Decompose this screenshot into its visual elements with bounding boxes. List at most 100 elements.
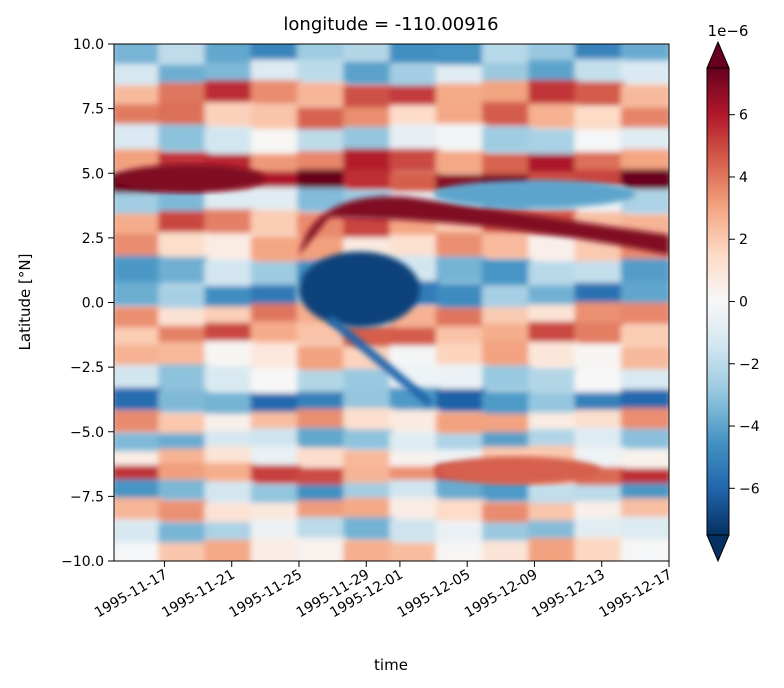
heatmap-band-segment [158, 433, 209, 454]
heatmap-band-segment [250, 428, 301, 449]
plot-area [113, 43, 670, 562]
heatmap-band-segment [343, 482, 394, 503]
heatmap-band-segment [204, 286, 255, 311]
heatmap-band-segment [620, 149, 669, 172]
heatmap-band-segment [528, 235, 579, 261]
heatmap-band-segment [204, 44, 255, 67]
heatmap-band-segment [158, 232, 209, 258]
heatmap-band-segment [574, 370, 625, 396]
heatmap-band-segment [482, 522, 533, 546]
heatmap-band-segment [435, 283, 486, 308]
heatmap-band-segment [297, 370, 348, 396]
heatmap-band-segment [435, 123, 486, 151]
heatmap-band-segment [250, 59, 301, 83]
heatmap-band-segment [435, 83, 486, 108]
y-tick-label: 5.0 [82, 166, 104, 182]
heatmap-band-segment [204, 392, 255, 416]
heatmap-band-segment [297, 517, 348, 540]
heatmap-band-segment [204, 322, 255, 345]
heatmap-band-segment [114, 149, 163, 172]
heatmap-band-segment [158, 101, 209, 126]
heatmap-band-segment [528, 304, 579, 326]
heatmap-band-segment [114, 44, 163, 65]
heatmap-band-segment [343, 408, 394, 430]
heatmap-band-segment [343, 107, 394, 132]
heatmap-band-segment [114, 410, 163, 433]
heatmap-band-segment [620, 539, 669, 561]
heatmap-band-segment [574, 282, 625, 307]
heatmap-band-segment [435, 388, 486, 412]
heatmap-band-segment [250, 321, 301, 343]
heatmap-band-segment [528, 44, 579, 66]
feature-warm-band [114, 164, 266, 193]
heatmap-band-segment [482, 232, 533, 259]
heatmap-band-segment [620, 408, 669, 430]
heatmap-band-segment [620, 280, 669, 305]
x-tick-label: 1995-11-21 [159, 567, 237, 622]
heatmap-band-segment [389, 432, 440, 453]
heatmap-band-segment [574, 409, 625, 432]
heatmap-band-segment [204, 233, 255, 259]
heatmap-band-segment [343, 214, 394, 241]
heatmap-band-segment [389, 327, 440, 349]
y-tick-label: −2.5 [70, 360, 104, 376]
heatmap-band-segment [250, 393, 301, 417]
heatmap-band-segment [158, 256, 209, 284]
heatmap-band-segment [250, 80, 301, 105]
heatmap-band-segment [574, 501, 625, 523]
heatmap-band-segment [297, 427, 348, 448]
heatmap-band-segment [158, 500, 209, 522]
heatmap-band-segment [620, 324, 669, 347]
heatmap-band-segment [528, 503, 579, 525]
heatmap-band-segment [204, 102, 255, 127]
heatmap-band-segment [297, 44, 348, 62]
heatmap-band-segment [114, 479, 163, 500]
heatmap-band-segment [389, 497, 440, 519]
heatmap-band-segment [250, 368, 301, 395]
heatmap-band-segment [297, 82, 348, 107]
heatmap-band-segment [297, 537, 348, 561]
heatmap-band-segment [204, 306, 255, 328]
chart-title: longitude = -110.00916 [283, 14, 498, 35]
heatmap-band-segment [250, 537, 301, 561]
heatmap-band-segment [482, 101, 533, 126]
heatmap-band-segment [528, 484, 579, 505]
heatmap-band-segment [574, 517, 625, 541]
heatmap-band-segment [204, 522, 255, 545]
heatmap-band-segment [158, 210, 209, 237]
heatmap-band-segment [528, 128, 579, 156]
heatmap-band-segment [250, 187, 301, 212]
heatmap-band-segment [389, 409, 440, 432]
heatmap-band-segment [620, 346, 669, 372]
heatmap-band-segment [482, 80, 533, 105]
heatmap-band-segment [250, 236, 301, 262]
y-tick-label: 2.5 [82, 231, 104, 247]
heatmap-band-segment [435, 521, 486, 545]
heatmap-band-segment [158, 325, 209, 348]
heatmap-band-segment [114, 85, 163, 110]
heatmap-band-segment [250, 44, 301, 65]
heatmap-band-segment [528, 412, 579, 435]
heatmap-band-segment [343, 429, 394, 450]
heatmap-band-segment [482, 323, 533, 345]
x-axis: 1995-11-171995-11-211995-11-251995-11-29… [92, 561, 675, 621]
heatmap-band-segment [435, 256, 486, 283]
heatmap-band-segment [158, 522, 209, 546]
heatmap-band-segment [482, 391, 533, 415]
feature-warm-arc [299, 196, 669, 255]
heatmap-band-segment [250, 261, 301, 289]
heatmap-band-segment [482, 153, 533, 177]
heatmap-band-segment [204, 502, 255, 525]
heatmap-band-segment [528, 393, 579, 417]
heatmap-band-segment [158, 64, 209, 88]
heatmap-band-segment [482, 285, 533, 310]
heatmap-band-segment [389, 451, 440, 471]
colorbar-body [706, 67, 730, 536]
heatmap-band-segment [482, 540, 533, 561]
heatmap-band-segment [297, 59, 348, 82]
heatmap-band-segment [482, 481, 533, 502]
heatmap-band-segment [158, 124, 209, 151]
heatmap-band-segment [158, 308, 209, 330]
colorbar-extend-top [706, 40, 730, 69]
colorbar-tick-label: 6 [739, 108, 748, 124]
